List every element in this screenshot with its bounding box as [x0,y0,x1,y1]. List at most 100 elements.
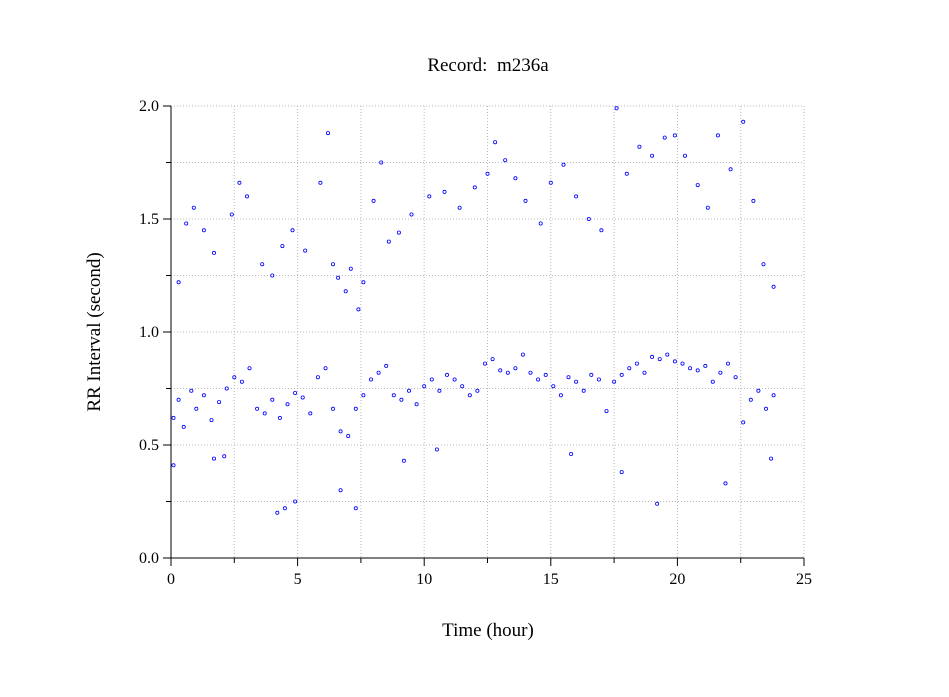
data-point [376,370,381,375]
data-point [498,368,503,373]
data-point [237,180,242,185]
x-tick-label: 10 [416,571,432,588]
data-point [386,239,391,244]
data-point [361,280,366,285]
data-point [538,221,543,226]
data-point [330,406,335,411]
data-point [741,119,746,124]
data-point [406,388,411,393]
data-point [688,366,693,371]
data-point [655,501,660,506]
data-point [741,420,746,425]
data-point [715,133,720,138]
data-point [379,160,384,165]
data-point [201,393,206,398]
data-point [574,194,579,199]
data-point [391,393,396,398]
data-point [710,379,715,384]
data-point [457,205,462,210]
data-point [396,230,401,235]
data-point [764,406,769,411]
data-point [300,395,305,400]
y-ticks: 0.0 0.5 1.0 1.5 2.0 [139,98,171,567]
data-point [482,361,487,366]
data-point [672,359,677,364]
data-point [229,212,234,217]
data-point [270,397,275,402]
y-tick-label: 0.5 [139,437,159,454]
data-point [467,393,472,398]
data-point [184,221,189,226]
data-point [262,411,267,416]
data-point [574,379,579,384]
data-point [627,366,632,371]
data-point [695,183,700,188]
data-point [756,388,761,393]
data-point [330,262,335,267]
data-point [650,354,655,359]
data-point [356,307,361,312]
data-point [728,167,733,172]
data-point [558,393,563,398]
y-tick-label: 1.5 [139,211,159,228]
data-point [401,458,406,463]
y-tick-label: 2.0 [139,98,159,115]
data-point [368,377,373,382]
data-point [209,418,214,423]
data-point [444,372,449,377]
data-point [260,262,265,267]
data-point [176,397,181,402]
data-point [528,370,533,375]
grid-lines [171,105,805,558]
data-point [543,372,548,377]
data-point [239,379,244,384]
data-point [343,289,348,294]
x-tick-label: 0 [167,571,175,588]
data-point [211,250,216,255]
y-tick-label: 1.0 [139,324,159,341]
data-point [596,377,601,382]
data-point [442,189,447,194]
data-point [619,372,624,377]
data-point [657,357,662,362]
x-tick-label: 25 [796,571,812,588]
data-point [282,506,287,511]
data-point [201,228,206,233]
data-point [384,363,389,368]
data-point [232,375,237,380]
data-point [222,454,227,459]
data-point [503,158,508,163]
data-point [244,194,249,199]
data-point [429,377,434,382]
data-point [665,352,670,357]
data-point [723,481,728,486]
data-point [523,198,528,203]
data-point [520,352,525,357]
data-point [211,456,216,461]
data-point [224,386,229,391]
data-point [189,388,194,393]
data-point [171,463,176,468]
data-point [303,248,308,253]
data-point [275,510,280,515]
data-point [293,499,298,504]
data-point [748,397,753,402]
data-point [336,275,341,280]
x-tick-label: 20 [669,571,685,588]
data-points [171,106,776,515]
data-point [604,409,609,414]
data-point [475,388,480,393]
data-point [338,488,343,493]
data-point [194,406,199,411]
data-point [176,280,181,285]
data-point [650,153,655,158]
data-point [561,162,566,167]
data-point [181,424,186,429]
data-point [217,400,222,405]
data-point [705,205,710,210]
data-point [308,411,313,416]
data-point [718,370,723,375]
data-point [662,135,667,140]
data-point [581,388,586,393]
data-point [513,366,518,371]
